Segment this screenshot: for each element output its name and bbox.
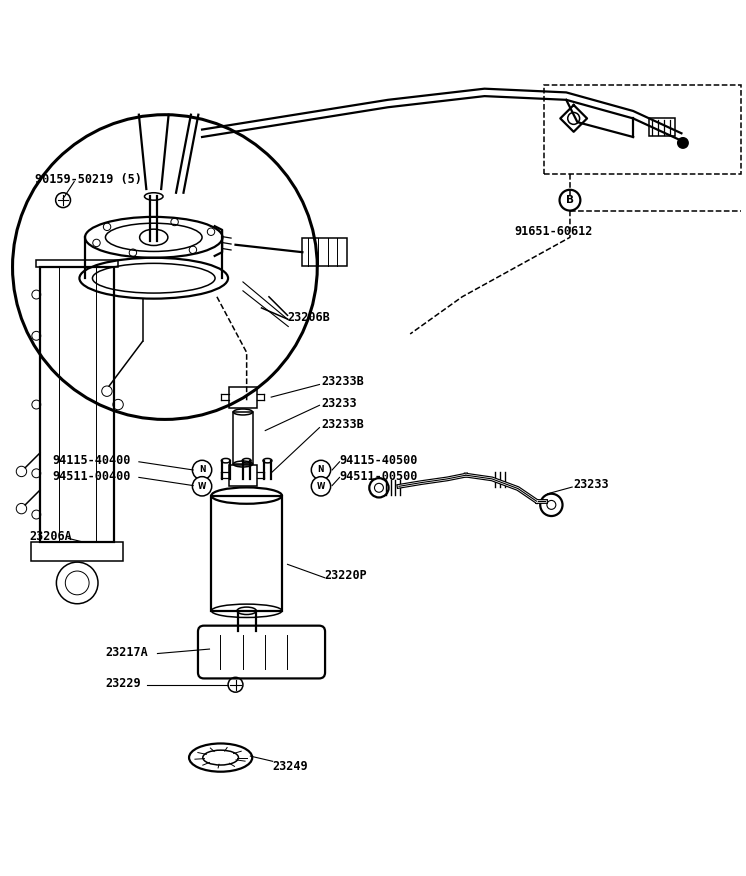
Circle shape bbox=[311, 460, 330, 480]
Text: 94115-40400: 94115-40400 bbox=[52, 454, 131, 467]
Circle shape bbox=[677, 138, 688, 148]
Text: B: B bbox=[566, 195, 574, 205]
Text: 23220P: 23220P bbox=[325, 569, 368, 582]
Text: 23229: 23229 bbox=[105, 677, 141, 689]
Text: 91651-60612: 91651-60612 bbox=[514, 225, 592, 238]
Text: 23206A: 23206A bbox=[30, 530, 72, 542]
Text: 94115-40500: 94115-40500 bbox=[339, 454, 418, 467]
Circle shape bbox=[311, 477, 330, 496]
Text: 23249: 23249 bbox=[273, 760, 308, 773]
Text: 23206B: 23206B bbox=[287, 311, 330, 324]
Circle shape bbox=[192, 477, 212, 496]
Text: 90159-50219 (5): 90159-50219 (5) bbox=[35, 173, 142, 186]
Text: 94511-00400: 94511-00400 bbox=[52, 470, 131, 484]
Text: 94511-00500: 94511-00500 bbox=[339, 470, 418, 484]
Text: 23233: 23233 bbox=[574, 478, 609, 491]
Text: W: W bbox=[198, 482, 206, 491]
Text: 23233B: 23233B bbox=[321, 418, 364, 431]
Text: W: W bbox=[317, 482, 325, 491]
FancyBboxPatch shape bbox=[302, 238, 347, 266]
Text: 23233: 23233 bbox=[321, 397, 357, 410]
Circle shape bbox=[192, 460, 212, 480]
Text: 23233B: 23233B bbox=[321, 375, 364, 388]
Text: 23217A: 23217A bbox=[105, 646, 148, 659]
Text: N: N bbox=[198, 465, 205, 475]
Text: N: N bbox=[318, 465, 325, 475]
